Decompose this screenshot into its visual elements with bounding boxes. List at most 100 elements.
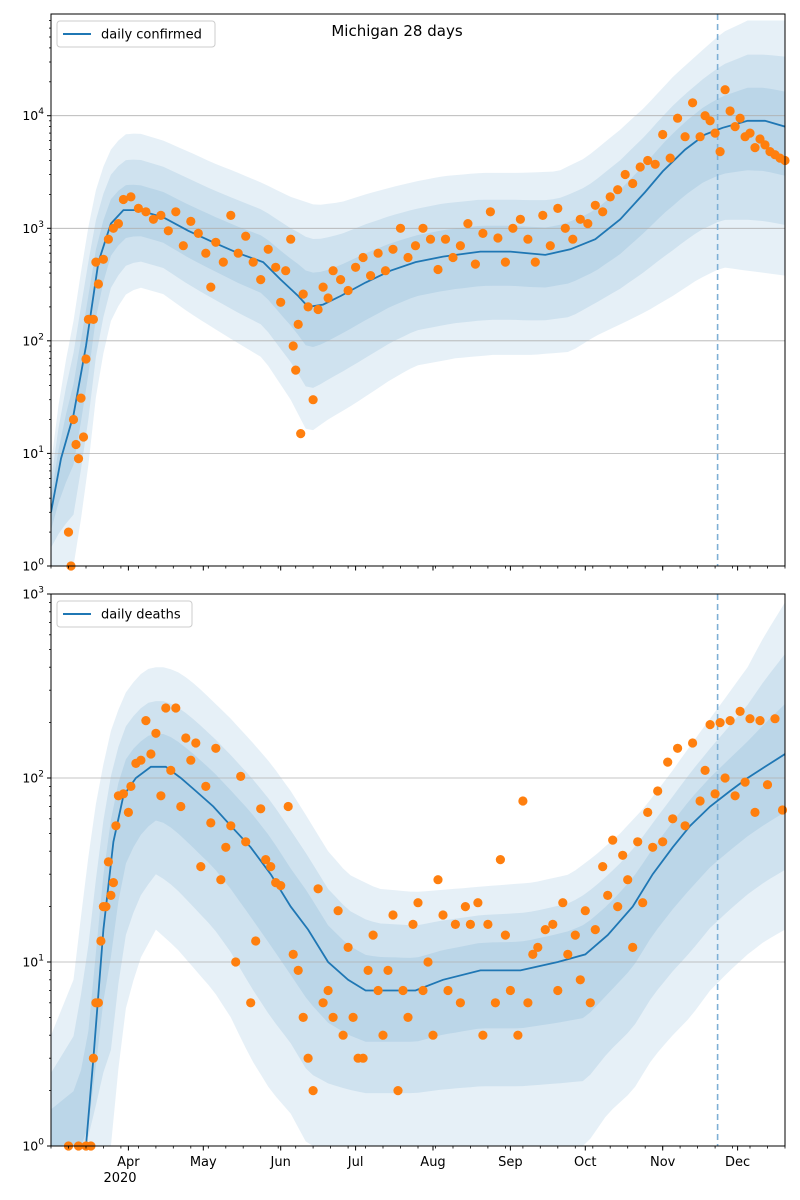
confirmed-observed-point <box>388 244 398 254</box>
deaths-observed-point <box>770 714 780 724</box>
deaths-observed-point <box>211 743 221 753</box>
chart-title: Michigan 28 days <box>331 22 462 40</box>
confirmed-observed-point <box>293 319 303 329</box>
confirmed-observed-point <box>583 219 593 229</box>
deaths-observed-point <box>201 781 211 792</box>
deaths-observed-point <box>603 890 613 901</box>
confirmed-observed-point <box>291 365 301 375</box>
deaths-observed-point <box>490 998 500 1008</box>
confirmed-observed-point <box>351 262 361 272</box>
confirmed-observed-point <box>553 203 563 213</box>
deaths-observed-point <box>658 837 668 847</box>
confirmed-observed-point <box>276 297 286 307</box>
deaths-observed-point <box>715 718 725 728</box>
confirmed-observed-point <box>500 257 510 267</box>
deaths-observed-point <box>293 965 303 976</box>
confirmed-observed-point <box>81 354 91 364</box>
deaths-observed-point <box>558 898 568 908</box>
deaths-observed-point <box>628 942 638 953</box>
x-tick-label: May <box>190 1155 217 1170</box>
confirmed-observed-point <box>538 210 548 220</box>
deaths-observed-point <box>495 855 505 865</box>
deaths-observed-point <box>720 773 730 783</box>
deaths-observed-point <box>553 985 563 996</box>
deaths-observed-point <box>688 738 698 748</box>
confirmed-observed-point <box>395 223 406 233</box>
confirmed-observed-point <box>523 234 533 244</box>
deaths-observed-point <box>438 910 448 920</box>
confirmed-observed-point <box>78 432 89 442</box>
confirmed-observed-point <box>463 219 473 229</box>
deaths-band-2 <box>51 654 785 1146</box>
confirmed-observed-point <box>493 233 503 243</box>
deaths-observed-point <box>328 1012 338 1023</box>
confirmed-observed-point <box>308 395 318 405</box>
deaths-observed-point <box>590 925 600 935</box>
deaths-legend: daily deaths <box>56 600 193 628</box>
confirmed-observed-point <box>163 226 173 236</box>
deaths-observed-point <box>580 906 590 916</box>
x-tick-label: Sep <box>498 1155 523 1170</box>
confirmed-x-axis <box>50 566 786 571</box>
confirmed-observed-point <box>93 279 103 289</box>
x-tick-label: Jul <box>347 1155 364 1170</box>
deaths-median-path <box>85 753 785 1146</box>
deaths-observed-point <box>206 818 216 828</box>
confirmed-observed-point <box>710 128 720 138</box>
confirmed-observed-point <box>296 429 306 439</box>
deaths-observed-point <box>540 925 550 935</box>
confirmed-legend-label: daily confirmed <box>101 28 202 43</box>
confirmed-observed-point <box>71 439 81 450</box>
confirmed-observed-point <box>735 113 745 123</box>
deaths-observed-point <box>633 837 643 847</box>
deaths-observed-point <box>413 898 423 908</box>
confirmed-observed-point <box>171 207 181 217</box>
confirmed-observed-point <box>403 252 413 263</box>
confirmed-median-path <box>51 119 785 513</box>
deaths-observed-point <box>705 720 715 730</box>
confirmed-observed-point <box>141 207 151 217</box>
confirmed-observed-point <box>715 147 725 157</box>
confirmed-observed-point <box>658 129 668 140</box>
deaths-observed-point <box>283 801 293 812</box>
deaths-observed-point <box>428 1030 438 1040</box>
deaths-observed-point <box>226 821 236 831</box>
deaths-observed-point <box>288 949 298 960</box>
confirmed-band-1 <box>51 20 785 566</box>
confirmed-observed-point <box>206 282 216 292</box>
deaths-observed-point <box>613 902 623 912</box>
deaths-legend-box <box>56 600 193 628</box>
deaths-observed-point <box>388 910 398 920</box>
deaths-observed-point <box>231 957 241 967</box>
confirmed-observed-point <box>358 252 368 263</box>
deaths-observed-point <box>777 805 788 815</box>
confirmed-observed-point <box>233 248 243 258</box>
confirmed-observed-point <box>126 192 136 202</box>
confirmed-observed-point <box>103 234 113 244</box>
deaths-observed-point <box>755 716 765 726</box>
x-axis-year-label: 2020 <box>103 1171 136 1186</box>
deaths-observed-point <box>730 791 740 801</box>
confirmed-observed-point <box>478 228 488 238</box>
deaths-observed-point <box>668 814 678 824</box>
deaths-observed-point <box>505 985 515 996</box>
deaths-observed-point <box>478 1030 488 1040</box>
confirmed-observed-point <box>76 393 86 403</box>
deaths-observed-point <box>338 1030 348 1040</box>
deaths-observed-point <box>303 1053 313 1063</box>
deaths-observed-point <box>136 755 146 765</box>
deaths-observed-point <box>141 716 151 726</box>
deaths-median-line <box>85 753 785 1146</box>
deaths-observed-point <box>108 878 118 888</box>
confirmed-band-2 <box>51 54 785 548</box>
confirmed-observed-point <box>455 241 465 251</box>
deaths-observed-point <box>111 821 121 831</box>
confirmed-observed-point <box>635 162 645 172</box>
deaths-observed-point <box>528 949 538 960</box>
confirmed-observed-point <box>650 159 660 169</box>
deaths-observed-point <box>465 919 475 930</box>
confirmed-observed-point <box>113 219 123 229</box>
confirmed-observed-point <box>725 106 735 116</box>
